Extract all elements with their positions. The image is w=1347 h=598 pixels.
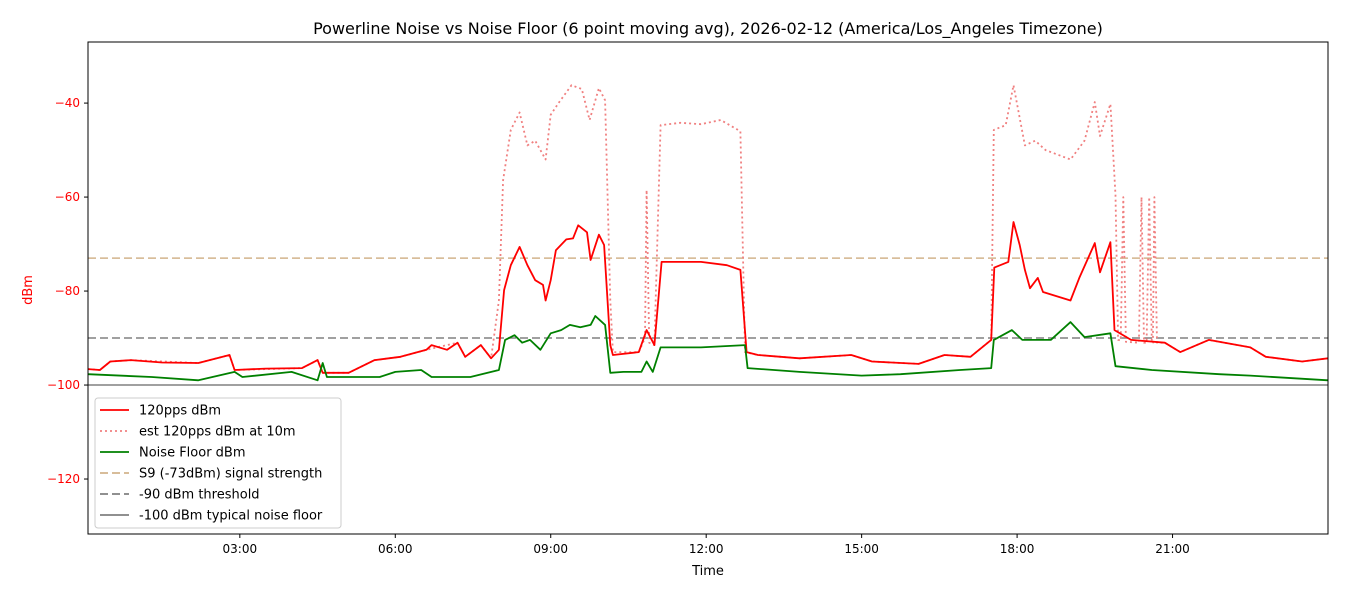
x-tick-label: 12:00 (689, 542, 724, 556)
legend-label: -90 dBm threshold (139, 488, 260, 503)
x-tick-label: 06:00 (378, 542, 413, 556)
legend: 120pps dBm est 120pps dBm at 10m Noise Flo… (94, 397, 342, 529)
y-tick-label: −60 (55, 190, 80, 204)
legend-label: S9 (-73dBm) signal strength (139, 467, 322, 482)
y-tick-label: −100 (47, 378, 80, 392)
series-line-0 (88, 221, 1328, 374)
series-group (88, 84, 1328, 386)
chart-title: Powerline Noise vs Noise Floor (6 point … (313, 19, 1103, 39)
y-axis-label: dBm (21, 275, 36, 305)
plot-frame (87, 41, 1329, 535)
x-tick-label: 21:00 (1155, 542, 1190, 556)
x-tick-label: 03:00 (223, 542, 258, 556)
y-tick-label: −40 (55, 96, 80, 110)
legend-label: Noise Floor dBm (139, 446, 246, 461)
y-tick-label: −120 (47, 472, 80, 486)
legend-label: 120pps dBm (139, 404, 221, 419)
legend-label: est 120pps dBm at 10m (139, 425, 296, 440)
x-tick-label: 18:00 (1000, 542, 1035, 556)
x-tick-label: 15:00 (844, 542, 879, 556)
y-tick-label: −80 (55, 284, 80, 298)
x-tick-label: 09:00 (533, 542, 568, 556)
legend-box (94, 397, 342, 529)
y-axis: −40 −60 −80 −100 −120 (47, 96, 88, 486)
x-axis: 03:00 06:00 09:00 12:00 15:00 18:00 21:00 (223, 534, 1190, 556)
plot-area (88, 84, 1328, 386)
x-axis-label: Time (691, 564, 724, 579)
legend-label: -100 dBm typical noise floor (139, 509, 323, 524)
series-line-2 (88, 315, 1328, 382)
